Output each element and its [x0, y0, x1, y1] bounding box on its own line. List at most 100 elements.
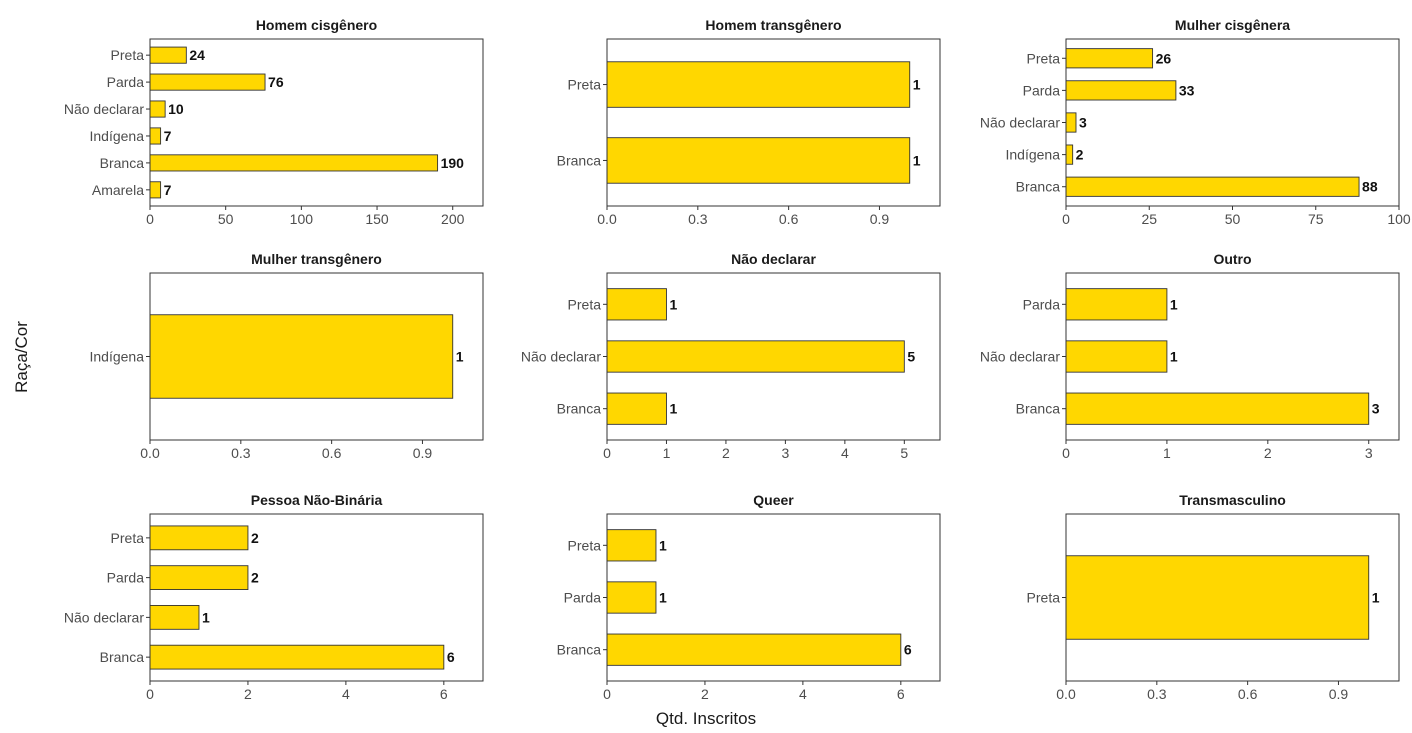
x-tick-label: 0.0 [1056, 686, 1076, 702]
bar-branca [606, 633, 902, 666]
x-tick-label: 100 [1387, 211, 1411, 227]
data-label: 1 [1170, 349, 1178, 365]
bar-nao-declarar [1065, 112, 1077, 133]
bar-indigena [1065, 144, 1074, 165]
bar-branca [606, 137, 911, 184]
data-label: 7 [164, 182, 172, 198]
x-tick-label: 0.3 [688, 211, 708, 227]
y-tick-label: Branca [1016, 179, 1061, 195]
data-label: 76 [268, 74, 284, 90]
x-tick-label: 0 [1062, 211, 1070, 227]
data-label: 1 [1170, 296, 1178, 312]
x-tick-label: 0.6 [1238, 686, 1258, 702]
x-tick-label: 5 [900, 445, 908, 461]
y-tick-label: Preta [111, 47, 145, 63]
x-tick-label: 0.9 [413, 445, 433, 461]
x-tick-label: 50 [1225, 211, 1241, 227]
panel-border [1065, 38, 1400, 207]
y-tick-label: Preta [568, 537, 602, 553]
bar-preta [606, 288, 667, 321]
data-label: 2 [1076, 147, 1084, 163]
data-label: 1 [202, 609, 210, 625]
bar-preta [1065, 48, 1154, 69]
y-tick-label: Amarela [92, 182, 144, 198]
y-tick-label: Preta [1027, 50, 1061, 66]
y-tick-label: Parda [1023, 82, 1061, 98]
x-tick-label: 6 [897, 686, 905, 702]
x-tick-label: 200 [441, 211, 465, 227]
data-label: 33 [1179, 82, 1195, 98]
data-label: 6 [904, 642, 912, 658]
x-tick-label: 0.9 [1329, 686, 1349, 702]
x-tick-label: 3 [1365, 445, 1373, 461]
data-label: 1 [456, 349, 464, 365]
panel-border [149, 38, 484, 207]
panel-border [606, 272, 941, 441]
x-tick-label: 2 [701, 686, 709, 702]
panel-border [606, 513, 941, 682]
bar-branca [606, 392, 667, 425]
panel-queer: Queer 6 Branca 1 Parda 1 Preta 0 2 4 6 [557, 492, 941, 702]
y-tick-label: Não declarar [64, 609, 144, 625]
panel-border [1065, 513, 1400, 682]
x-tick-label: 0.6 [322, 445, 342, 461]
x-tick-label: 6 [440, 686, 448, 702]
y-tick-label: Parda [1023, 296, 1061, 312]
y-tick-label: Preta [568, 77, 602, 93]
x-tick-label: 2 [722, 445, 730, 461]
y-tick-label: Branca [557, 401, 602, 417]
panel-title: Outro [1213, 251, 1251, 267]
data-label: 190 [441, 155, 465, 171]
data-label: 1 [913, 77, 921, 93]
x-tick-label: 50 [218, 211, 234, 227]
data-label: 7 [164, 128, 172, 144]
bar-parda [149, 73, 266, 91]
panel-pessoa-nao-binaria: Pessoa Não-Binária 6 Branca 1 Não declarar 2 P… [64, 492, 484, 702]
panel-border [149, 272, 484, 441]
y-tick-label: Indígena [90, 349, 145, 365]
x-tick-label: 4 [841, 445, 849, 461]
data-label: 1 [913, 152, 921, 168]
x-tick-label: 100 [290, 211, 314, 227]
panel-title: Mulher cisgênera [1175, 17, 1290, 33]
x-tick-label: 150 [365, 211, 389, 227]
panel-homem-cisgenero: Homem cisgênero 7 Amarela 190 Branca 7 Indígen… [64, 17, 484, 227]
panel-title: Homem transgênero [705, 17, 841, 33]
panel-mulher-cisgenera: Mulher cisgênera 88 Branca 2 Indígena 3 Não de… [980, 17, 1411, 227]
bar-parda [1065, 288, 1168, 321]
x-tick-label: 0 [603, 686, 611, 702]
bar-preta [149, 46, 187, 64]
x-tick-label: 0 [146, 686, 154, 702]
data-label: 24 [189, 47, 205, 63]
bar-preta [606, 61, 911, 108]
panel-title: Transmasculino [1179, 492, 1286, 508]
bar-branca [149, 154, 439, 172]
data-label: 26 [1156, 50, 1172, 66]
y-tick-label: Parda [107, 74, 145, 90]
panel-outro: Outro 3 Branca 1 Não declarar 1 Parda 0 1 2 3 [980, 251, 1400, 461]
x-tick-label: 2 [244, 686, 252, 702]
data-label: 1 [1372, 590, 1380, 606]
x-tick-label: 0.9 [870, 211, 890, 227]
panel-title: Queer [753, 492, 794, 508]
panel-homem-transgenero: Homem transgênero 1 Branca 1 Preta 0.0 0.3 0.6 0… [557, 17, 941, 227]
bar-indigena [149, 127, 162, 145]
x-tick-label: 75 [1308, 211, 1324, 227]
panel-nao-declarar: Não declarar 1 Branca 5 Não declarar 1 Preta 0 1… [521, 251, 941, 461]
x-tick-label: 0.3 [1147, 686, 1167, 702]
data-label: 6 [447, 649, 455, 665]
x-tick-label: 0 [603, 445, 611, 461]
y-tick-label: Branca [557, 152, 602, 168]
panel-border [606, 38, 941, 207]
data-label: 2 [251, 570, 259, 586]
bar-nao-declarar [149, 605, 200, 630]
y-tick-label: Indígena [1006, 147, 1061, 163]
x-tick-label: 2 [1264, 445, 1272, 461]
x-tick-label: 0.3 [231, 445, 251, 461]
panel-title: Pessoa Não-Binária [251, 492, 383, 508]
bar-branca [149, 644, 445, 670]
bar-nao-declarar [1065, 340, 1168, 373]
panel-title: Mulher transgênero [251, 251, 382, 267]
y-tick-label: Branca [100, 155, 145, 171]
